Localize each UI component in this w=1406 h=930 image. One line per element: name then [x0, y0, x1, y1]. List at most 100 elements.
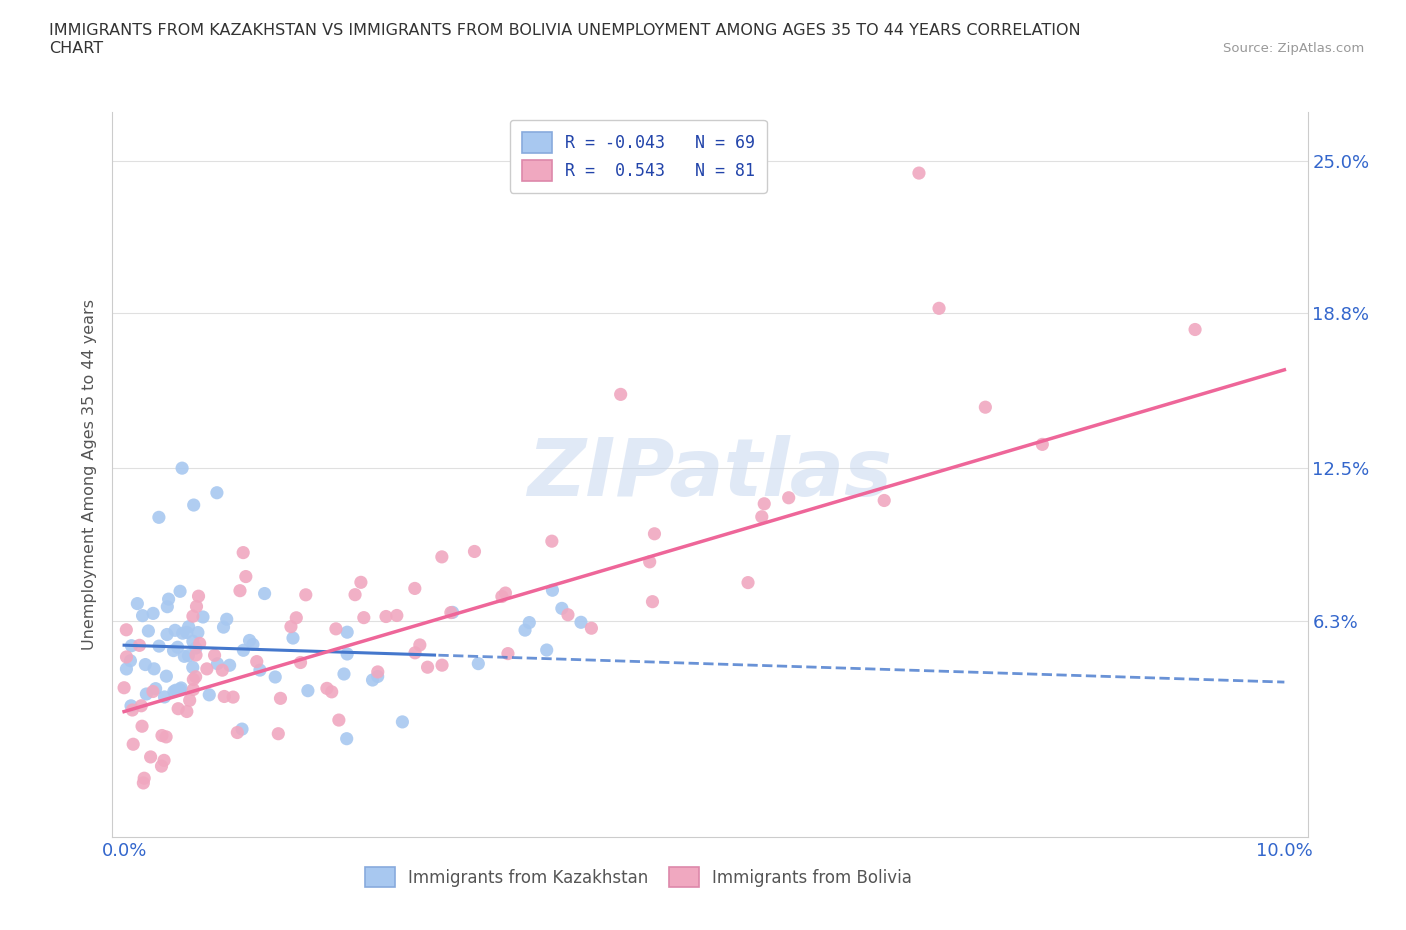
- Point: [404, 645, 426, 660]
- Point: [290, 655, 312, 670]
- Point: [176, 625, 198, 640]
- Point: [218, 658, 240, 672]
- Point: [187, 589, 209, 604]
- Text: ZIPatlas: ZIPatlas: [527, 435, 893, 513]
- Point: [463, 544, 485, 559]
- Point: [513, 623, 536, 638]
- Point: [148, 510, 170, 525]
- Point: [134, 771, 156, 786]
- Point: [404, 581, 426, 596]
- Point: [441, 604, 464, 619]
- Point: [115, 649, 138, 664]
- Point: [321, 684, 343, 699]
- Legend: Immigrants from Kazakhstan, Immigrants from Bolivia: Immigrants from Kazakhstan, Immigrants f…: [359, 860, 918, 894]
- Point: [173, 649, 195, 664]
- Point: [350, 575, 373, 590]
- Point: [204, 648, 226, 663]
- Point: [142, 606, 165, 621]
- Point: [391, 714, 413, 729]
- Point: [184, 647, 207, 662]
- Point: [1031, 437, 1053, 452]
- Point: [181, 682, 204, 697]
- Point: [737, 575, 759, 590]
- Point: [361, 672, 384, 687]
- Point: [211, 663, 233, 678]
- Point: [139, 750, 162, 764]
- Point: [215, 612, 238, 627]
- Point: [264, 670, 287, 684]
- Point: [184, 641, 207, 656]
- Point: [353, 610, 375, 625]
- Point: [134, 658, 156, 672]
- Point: [112, 681, 135, 696]
- Point: [226, 725, 249, 740]
- Point: [517, 615, 540, 630]
- Point: [188, 636, 211, 651]
- Point: [186, 599, 208, 614]
- Point: [908, 166, 931, 180]
- Point: [138, 623, 160, 638]
- Point: [430, 550, 453, 565]
- Point: [131, 719, 153, 734]
- Point: [581, 620, 603, 635]
- Point: [294, 588, 316, 603]
- Point: [181, 660, 204, 675]
- Point: [754, 497, 776, 512]
- Point: [115, 622, 138, 637]
- Point: [333, 667, 356, 682]
- Point: [122, 737, 145, 751]
- Point: [157, 591, 180, 606]
- Point: [316, 681, 339, 696]
- Point: [172, 626, 194, 641]
- Point: [557, 607, 579, 622]
- Point: [207, 657, 229, 671]
- Point: [367, 669, 389, 684]
- Point: [183, 672, 205, 687]
- Point: [297, 684, 319, 698]
- Point: [440, 605, 463, 620]
- Point: [153, 689, 176, 704]
- Point: [169, 682, 191, 697]
- Point: [181, 609, 204, 624]
- Point: [183, 498, 205, 512]
- Point: [127, 596, 149, 611]
- Point: [367, 664, 389, 679]
- Point: [551, 601, 574, 616]
- Point: [195, 661, 218, 676]
- Point: [167, 701, 190, 716]
- Point: [267, 726, 290, 741]
- Point: [242, 637, 264, 652]
- Point: [153, 753, 176, 768]
- Point: [285, 610, 308, 625]
- Point: [179, 693, 201, 708]
- Point: [198, 687, 221, 702]
- Point: [246, 654, 269, 669]
- Point: [184, 670, 207, 684]
- Point: [150, 728, 173, 743]
- Point: [416, 659, 439, 674]
- Point: [181, 634, 204, 649]
- Point: [232, 545, 254, 560]
- Point: [135, 686, 157, 701]
- Point: [336, 731, 359, 746]
- Point: [491, 589, 513, 604]
- Point: [409, 637, 432, 652]
- Point: [145, 681, 167, 696]
- Point: [142, 684, 165, 699]
- Point: [269, 691, 291, 706]
- Point: [928, 301, 950, 316]
- Point: [176, 704, 198, 719]
- Point: [235, 569, 257, 584]
- Point: [128, 638, 150, 653]
- Point: [155, 669, 177, 684]
- Point: [281, 631, 304, 645]
- Point: [467, 657, 489, 671]
- Point: [115, 661, 138, 676]
- Point: [222, 690, 245, 705]
- Point: [205, 485, 228, 500]
- Point: [120, 698, 142, 713]
- Text: Source: ZipAtlas.com: Source: ZipAtlas.com: [1223, 42, 1364, 55]
- Point: [132, 776, 155, 790]
- Point: [336, 625, 359, 640]
- Point: [643, 526, 665, 541]
